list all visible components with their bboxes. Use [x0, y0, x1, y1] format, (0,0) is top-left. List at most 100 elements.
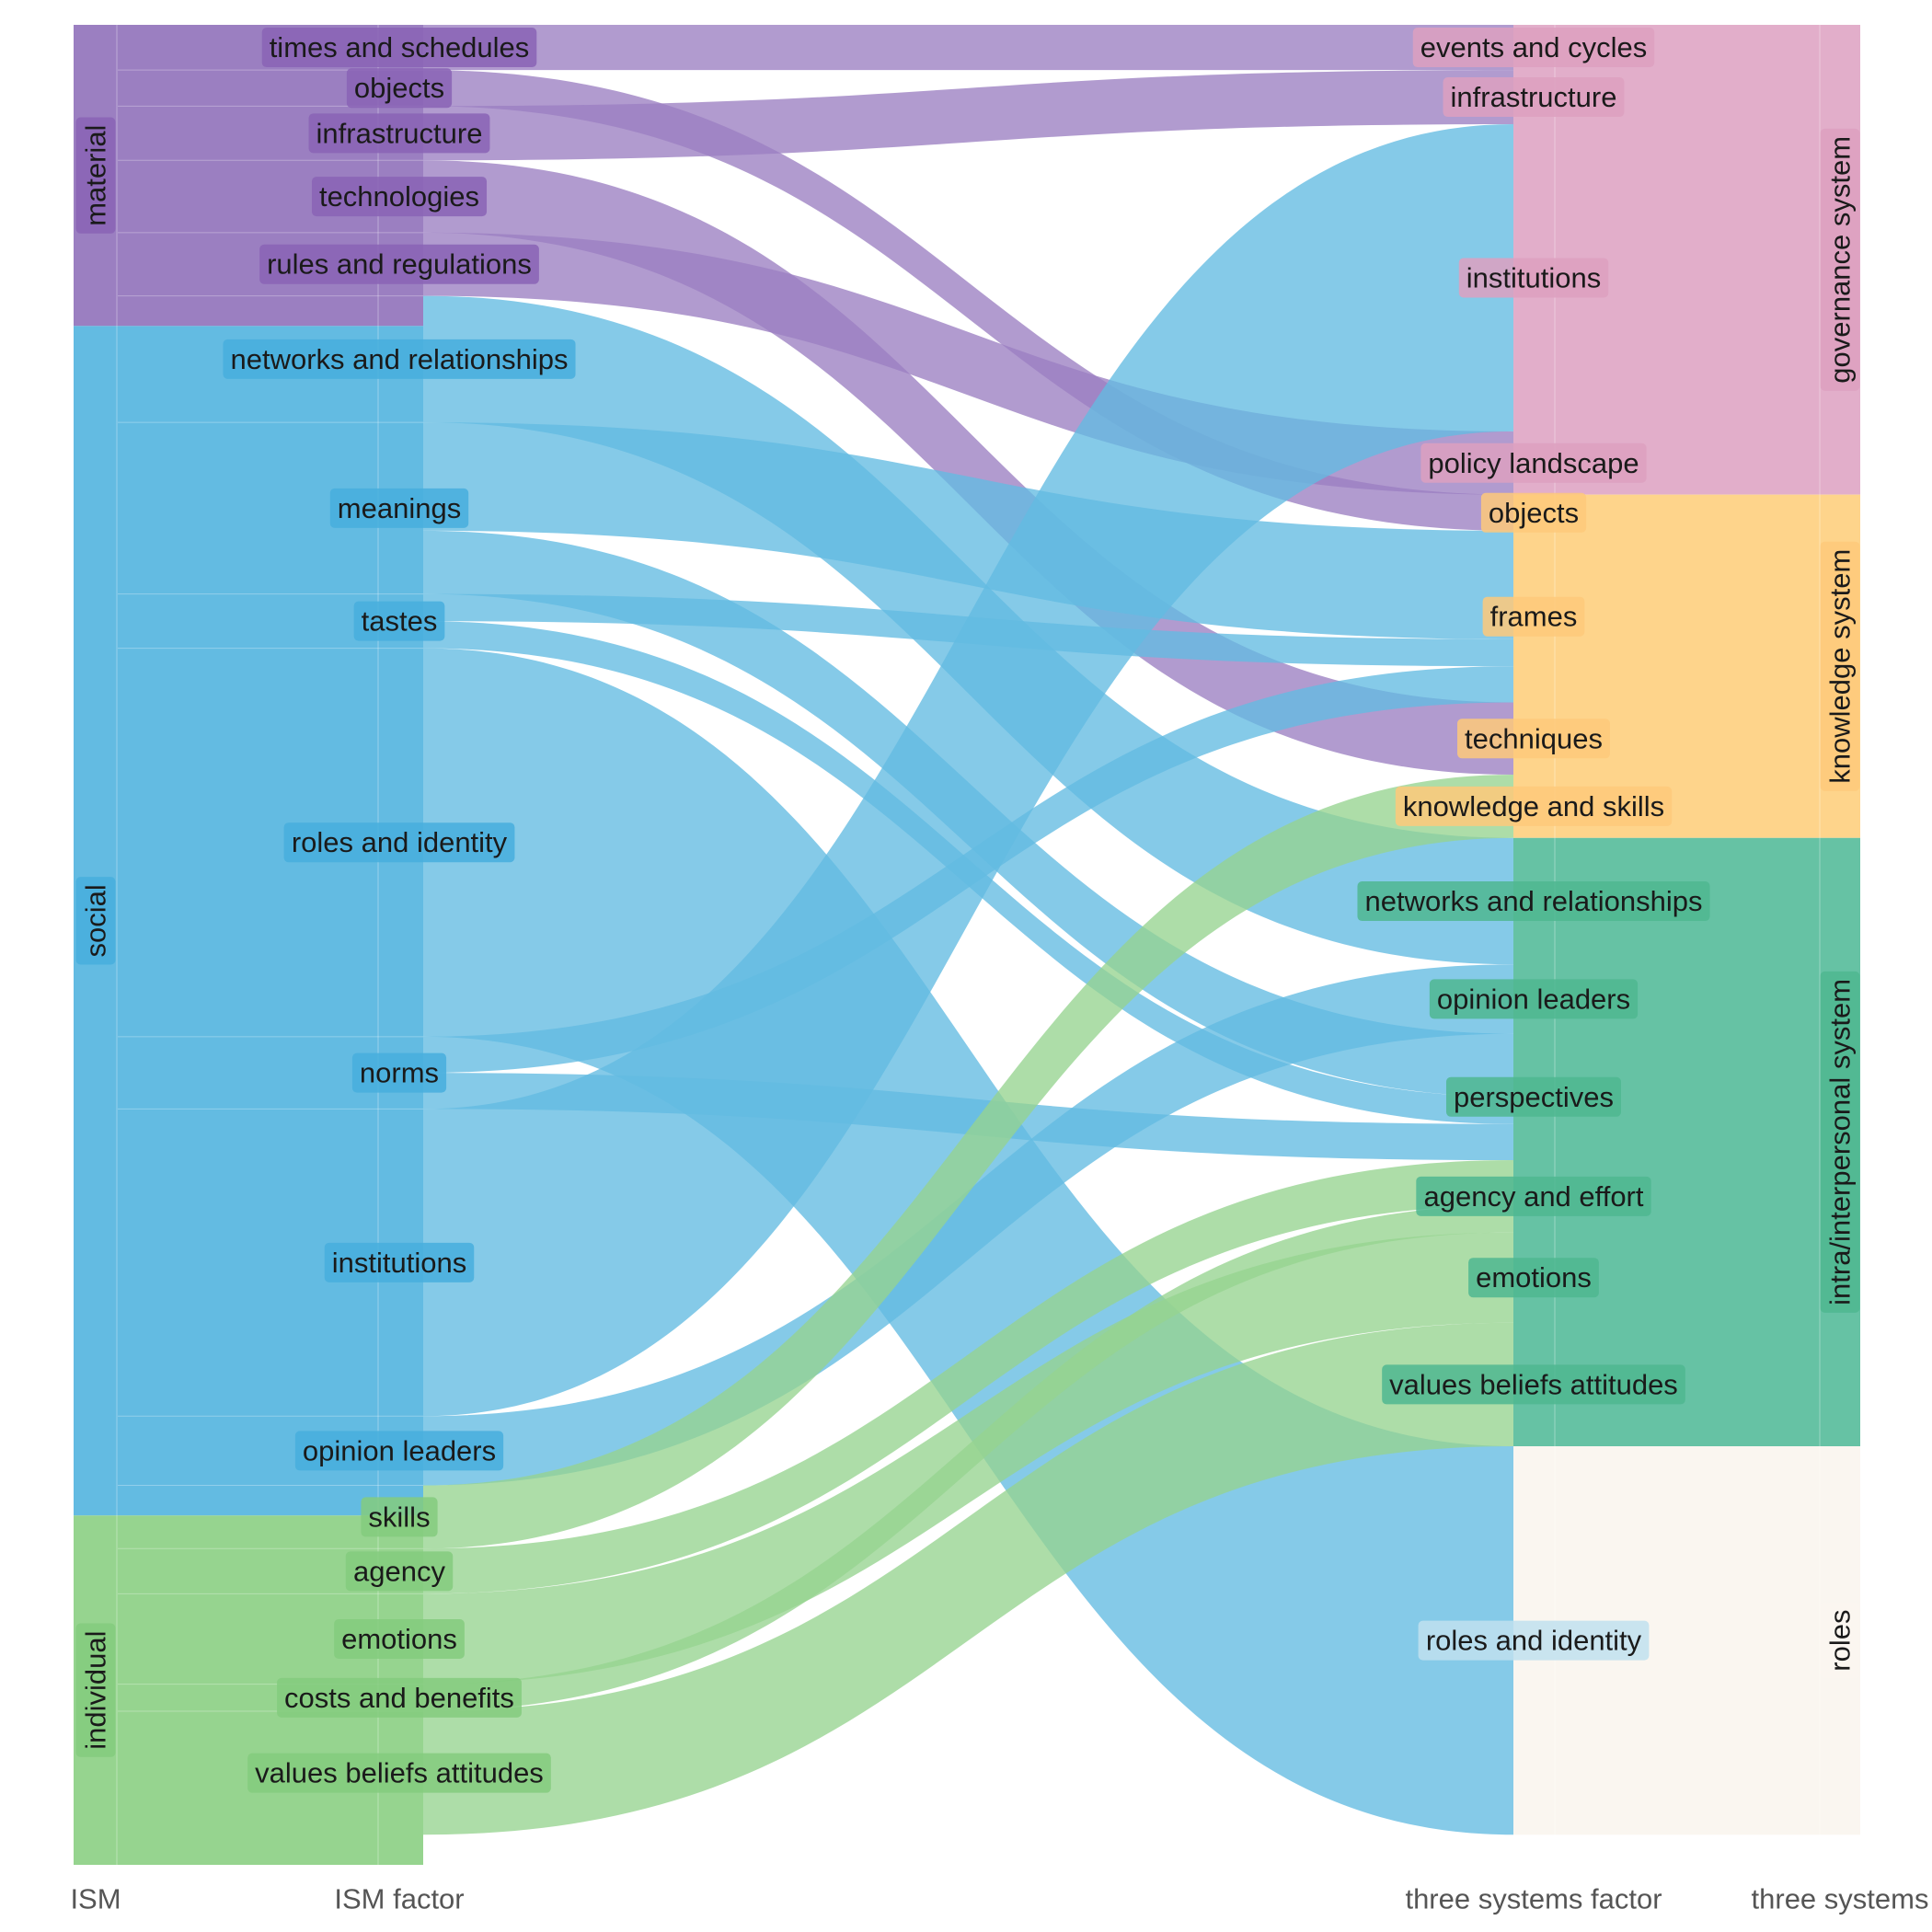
- system-label-knowledge-system: knowledge system: [1820, 541, 1860, 791]
- ism-factor-label-meanings-text: meanings: [338, 492, 461, 524]
- system-factor-label-emotions-text: emotions: [1476, 1261, 1592, 1294]
- flow-end-11: [1512, 666, 1513, 702]
- system-factor-label-roles-and-identity: roles and identity: [1418, 1620, 1650, 1661]
- system-factor-label-techniques-text: techniques: [1465, 722, 1603, 754]
- axis-label-ism-factor: ISM factor: [334, 1883, 464, 1915]
- system-factor-label-policy-landscape-box: [1420, 443, 1647, 483]
- system-factor-label-institutions-text: institutions: [1466, 261, 1601, 293]
- ism-label-individual-text: individual: [80, 1631, 112, 1750]
- ism-factor-label-infrastructure: infrastructure: [308, 113, 490, 154]
- system-factor-label-networks-and-relationships: networks and relationships: [1357, 881, 1710, 922]
- ism-factor-label-roles-and-identity: roles and identity: [283, 822, 515, 863]
- ism-factor-label-skills: skills: [361, 1497, 438, 1537]
- ism-label-social-box: [75, 877, 116, 965]
- ism-factor-label-technologies-text: technologies: [319, 180, 479, 213]
- ism-factor-label-networks-and-relationships-text: networks and relationships: [230, 343, 568, 375]
- system-factor-label-institutions-box: [1458, 258, 1609, 298]
- ism-factor-label-infrastructure-text: infrastructure: [316, 117, 483, 149]
- ism-label-social-text: social: [80, 884, 112, 957]
- flows: [423, 25, 1513, 1835]
- ism-label-material-text: material: [80, 125, 112, 226]
- ism-factor-label-norms-text: norms: [360, 1057, 439, 1089]
- ism-factor-label-networks-and-relationships-box: [223, 339, 576, 379]
- ism-factor-label-emotions: emotions: [334, 1619, 465, 1660]
- ism-factor-label-values-beliefs-attitudes-text: values beliefs attitudes: [255, 1757, 544, 1789]
- ism-factor-label-emotions-text: emotions: [341, 1623, 457, 1655]
- system-factor-label-knowledge-and-skills: knowledge and skills: [1395, 786, 1673, 826]
- ism-factor-label-costs-and-benefits-text: costs and benefits: [284, 1682, 514, 1714]
- ism-label-material-box: [75, 117, 116, 234]
- system-label-knowledge-system-text: knowledge system: [1824, 549, 1857, 784]
- system-label-intra-interpersonal-system: intra/interpersonal system: [1820, 971, 1860, 1313]
- ism-factor-label-rules-and-regulations-text: rules and regulations: [267, 248, 532, 281]
- flow-opinion-leaders-to-opinion-leaders: [423, 964, 1513, 1486]
- system-label-governance-system-text: governance system: [1824, 136, 1857, 384]
- ism-factor-label-opinion-leaders: opinion leaders: [294, 1431, 504, 1471]
- system-label-roles-box: [1820, 1602, 1860, 1679]
- ism-label-individual: individual: [75, 1623, 116, 1757]
- system-label-intra-interpersonal-system-box: [1820, 971, 1860, 1313]
- system-factor-label-agency-and-effort-text: agency and effort: [1424, 1180, 1644, 1213]
- system-factor-label-knowledge-and-skills-text: knowledge and skills: [1403, 790, 1664, 822]
- system-factor-label-frames-text: frames: [1490, 601, 1578, 633]
- system-factor-label-objects-text: objects: [1489, 497, 1579, 529]
- flow-costs-and-benefits-to-agency-and-effort: [423, 1205, 1513, 1712]
- ism-factor-label-opinion-leaders-box: [294, 1431, 504, 1471]
- flow-values-beliefs-attitudes-to-values-beliefs-attitudes: [423, 1322, 1513, 1835]
- system-factor-label-techniques: techniques: [1457, 719, 1610, 759]
- ism-factor-label-agency-text: agency: [353, 1555, 445, 1587]
- system-label-governance-system: governance system: [1820, 128, 1860, 391]
- ism-factor-label-networks-and-relationships: networks and relationships: [223, 339, 576, 379]
- system-factor-label-roles-and-identity-text: roles and identity: [1426, 1625, 1642, 1657]
- system-factor-label-networks-and-relationships-text: networks and relationships: [1364, 885, 1702, 917]
- axis-label-ism: ISM: [70, 1883, 121, 1915]
- system-label-roles: roles: [1820, 1602, 1860, 1679]
- system-factor-label-opinion-leaders-text: opinion leaders: [1437, 983, 1630, 1015]
- system-factor-label-events-and-cycles-text: events and cycles: [1420, 31, 1647, 63]
- flow-times-and-schedules-to-events-and-cycles: [423, 25, 1513, 71]
- system-factor-label-frames: frames: [1482, 596, 1585, 637]
- ism-factor-label-objects: objects: [346, 68, 453, 109]
- ism-factor-label-objects-text: objects: [354, 72, 444, 104]
- ism-factor-label-tastes-text: tastes: [362, 605, 438, 638]
- ism-factor-label-opinion-leaders-text: opinion leaders: [303, 1434, 496, 1466]
- ism-factor-label-values-beliefs-attitudes: values beliefs attitudes: [247, 1753, 551, 1793]
- system-label-intra-interpersonal-system-text: intra/interpersonal system: [1824, 979, 1857, 1305]
- system-factor-label-perspectives-text: perspectives: [1454, 1081, 1614, 1113]
- system-factor-label-infrastructure: infrastructure: [1443, 77, 1625, 118]
- system-label-governance-system-box: [1820, 128, 1860, 391]
- system-factor-label-agency-and-effort: agency and effort: [1416, 1176, 1651, 1216]
- system-factor-label-perspectives-box: [1445, 1076, 1622, 1117]
- ism-factor-label-technologies-box: [311, 177, 488, 217]
- ism-factor-label-tastes: tastes: [353, 601, 445, 641]
- flow-technologies-to-techniques: [423, 160, 1513, 776]
- system-factor-label-knowledge-and-skills-box: [1395, 786, 1673, 826]
- axis-label-three-systems: three systems: [1752, 1883, 1929, 1915]
- ism-factor-label-technologies: technologies: [311, 177, 488, 217]
- ism-factor-label-meanings: meanings: [329, 488, 469, 528]
- flow-agency-to-agency-and-effort: [423, 1160, 1513, 1594]
- ism-factor-label-rules-and-regulations-box: [259, 244, 539, 284]
- ism-factor-label-agency-box: [345, 1551, 454, 1592]
- ism-factor-label-roles-and-identity-box: [283, 822, 515, 863]
- system-factor-label-perspectives: perspectives: [1445, 1076, 1622, 1117]
- system-factor-label-infrastructure-text: infrastructure: [1451, 81, 1617, 113]
- ism-factor-label-emotions-box: [334, 1619, 465, 1660]
- system-factor-label-roles-and-identity-box: [1418, 1620, 1650, 1661]
- ism-factor-label-institutions: institutions: [324, 1242, 475, 1282]
- ism-factor-label-norms: norms: [351, 1052, 447, 1093]
- ism-factor-label-times-and-schedules-box: [261, 28, 537, 68]
- system-label-roles-text: roles: [1824, 1610, 1857, 1672]
- system-factor-label-agency-and-effort-box: [1416, 1176, 1651, 1216]
- flow-skills-to-knowledge-and-skills: [423, 775, 1513, 1549]
- ism-factor-label-institutions-text: institutions: [332, 1247, 466, 1279]
- system-band-intra-interpersonal-system: [1513, 837, 1860, 1447]
- ism-factor-label-times-and-schedules-text: times and schedules: [270, 31, 530, 63]
- flow-end-12: [1512, 1124, 1513, 1160]
- system-factor-label-values-beliefs-attitudes: values beliefs attitudes: [1382, 1364, 1685, 1405]
- system-factor-label-frames-box: [1482, 596, 1585, 637]
- system-factor-label-policy-landscape: policy landscape: [1420, 443, 1647, 483]
- system-factor-label-values-beliefs-attitudes-text: values beliefs attitudes: [1389, 1368, 1678, 1400]
